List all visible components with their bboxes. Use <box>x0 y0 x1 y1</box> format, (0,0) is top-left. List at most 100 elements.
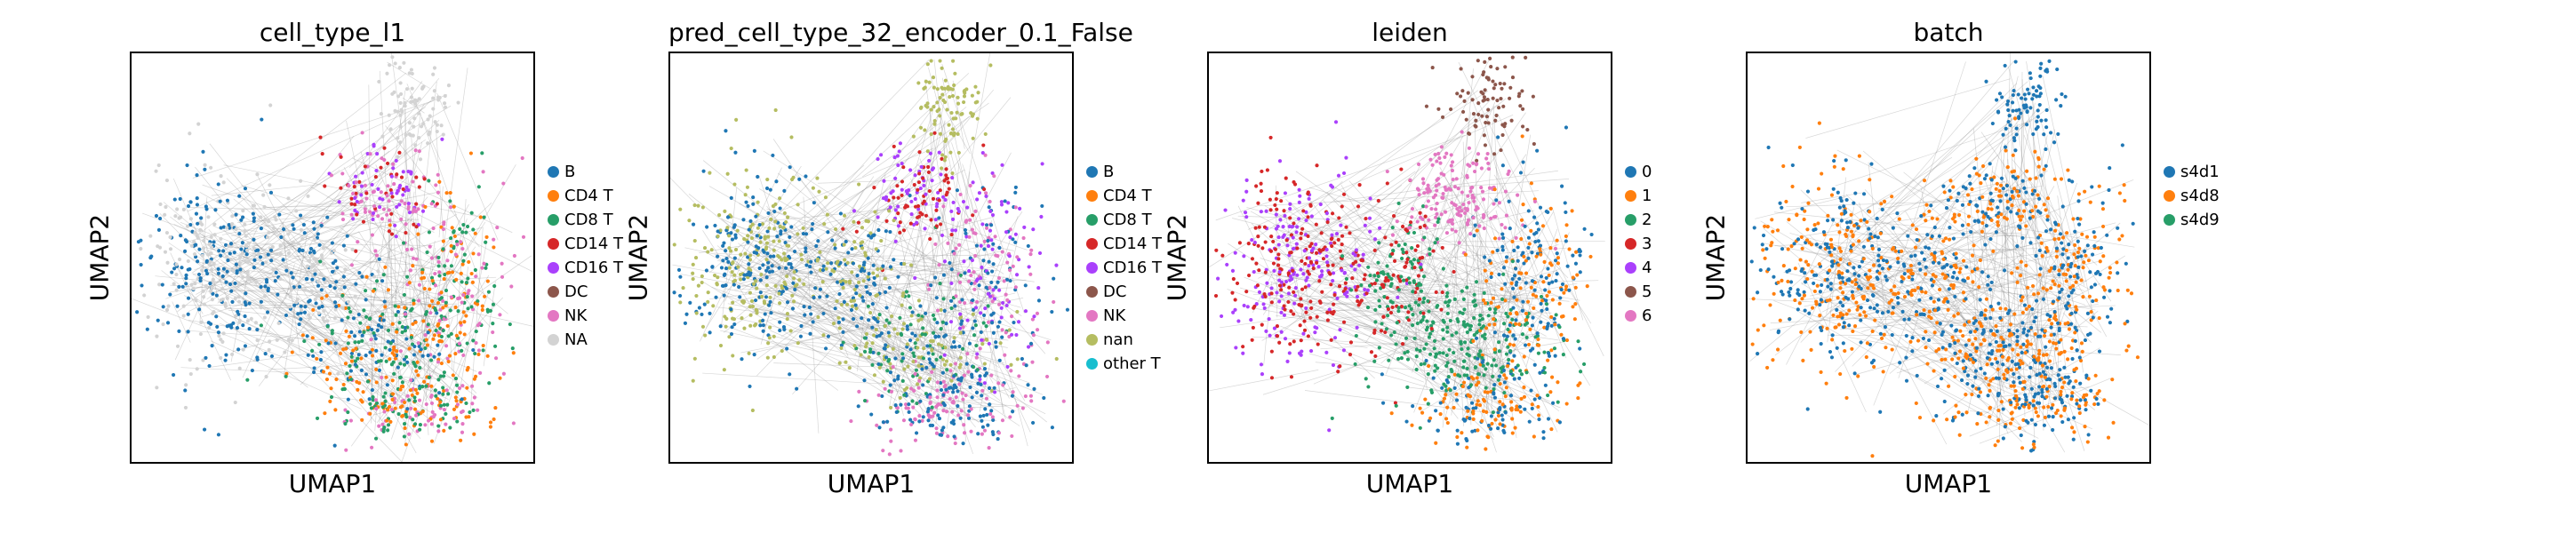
cell-point <box>395 330 399 334</box>
cell-point <box>378 205 382 210</box>
cell-point <box>884 318 889 322</box>
graph-edge <box>1372 164 1421 259</box>
cell-point <box>960 391 964 395</box>
cell-point <box>978 374 982 378</box>
cell-point <box>332 286 337 290</box>
cell-point <box>989 280 994 285</box>
cell-point <box>353 203 357 207</box>
cell-point <box>1452 372 1457 377</box>
cell-point <box>871 333 876 338</box>
cell-point <box>1530 251 1534 255</box>
cell-point <box>1471 216 1476 220</box>
graph-edge <box>741 160 932 290</box>
graph-edge <box>1263 282 1272 366</box>
cell-point <box>742 236 747 242</box>
cell-point <box>1535 148 1540 153</box>
cell-point <box>936 334 941 338</box>
graph-edge <box>246 269 309 279</box>
cell-point <box>223 243 228 247</box>
cell-point <box>944 322 948 326</box>
graph-edge <box>262 204 395 208</box>
cell-point <box>866 304 870 308</box>
cell-point <box>449 243 453 248</box>
cell-point <box>411 179 415 184</box>
cell-point <box>233 281 237 286</box>
cell-point <box>964 87 969 91</box>
cell-point <box>1257 290 1262 294</box>
cell-point <box>269 248 274 252</box>
cell-point <box>1344 276 1349 282</box>
cell-point <box>1548 246 1553 251</box>
cell-point <box>436 255 441 259</box>
cell-point <box>225 226 229 230</box>
graph-edge <box>1292 334 1368 349</box>
cell-point <box>745 185 750 189</box>
cell-point <box>1502 390 1507 395</box>
cell-point <box>766 211 771 216</box>
cell-point <box>1024 363 1028 368</box>
cell-point <box>1336 173 1341 178</box>
cell-point <box>890 314 894 319</box>
cell-point <box>752 353 756 357</box>
cell-point <box>1415 243 1420 249</box>
cell-point <box>299 227 303 232</box>
cell-point <box>720 283 725 288</box>
graph-edge <box>387 61 430 89</box>
graph-edge <box>1442 310 1541 364</box>
cell-point <box>244 234 248 238</box>
cell-point <box>1472 333 1476 338</box>
cell-point <box>987 259 991 264</box>
graph-edge <box>351 157 513 234</box>
cell-point <box>900 179 905 184</box>
cell-point <box>909 212 914 217</box>
cell-point <box>1282 304 1286 308</box>
cell-point <box>395 172 399 177</box>
cell-point <box>442 317 446 322</box>
cell-point <box>1480 418 1484 423</box>
cell-point <box>374 380 379 385</box>
cell-point <box>1450 168 1455 173</box>
cell-point <box>181 304 186 308</box>
cell-point <box>417 282 422 287</box>
graph-edge <box>182 179 367 290</box>
graph-edge <box>770 259 989 397</box>
cell-point <box>1481 363 1485 368</box>
cell-point <box>918 304 923 308</box>
cell-point <box>773 283 778 288</box>
cell-point <box>857 280 861 285</box>
cell-point <box>1575 273 1580 277</box>
cell-point <box>288 294 292 298</box>
cell-point <box>957 280 963 284</box>
cell-point <box>305 276 309 282</box>
cell-point <box>790 306 796 311</box>
cell-point <box>1536 239 1540 243</box>
cell-point <box>1436 107 1441 111</box>
cell-point <box>1008 267 1012 273</box>
cell-point <box>359 184 364 188</box>
cell-point <box>444 422 448 426</box>
legend-item: DC <box>1086 280 1162 304</box>
graph-edge <box>1260 258 1467 325</box>
cell-point <box>678 207 683 211</box>
cell-point <box>999 203 1004 207</box>
cell-point <box>398 349 404 354</box>
cell-point <box>1279 310 1284 314</box>
cell-point <box>713 223 717 228</box>
cell-point <box>916 338 920 342</box>
cell-point <box>905 204 910 209</box>
cell-point <box>847 366 852 370</box>
cell-point <box>949 110 954 115</box>
cell-point <box>1546 266 1550 271</box>
cell-point <box>1432 346 1436 351</box>
cell-point <box>193 282 197 286</box>
cell-point <box>1552 346 1557 351</box>
cell-points <box>672 59 1070 457</box>
cell-point <box>225 198 230 203</box>
cell-point <box>936 402 941 407</box>
cell-point <box>389 191 394 195</box>
cell-point <box>928 401 932 406</box>
cell-point <box>978 346 982 351</box>
cell-point <box>239 247 244 251</box>
cell-point <box>1362 277 1366 282</box>
cell-point <box>237 318 242 322</box>
